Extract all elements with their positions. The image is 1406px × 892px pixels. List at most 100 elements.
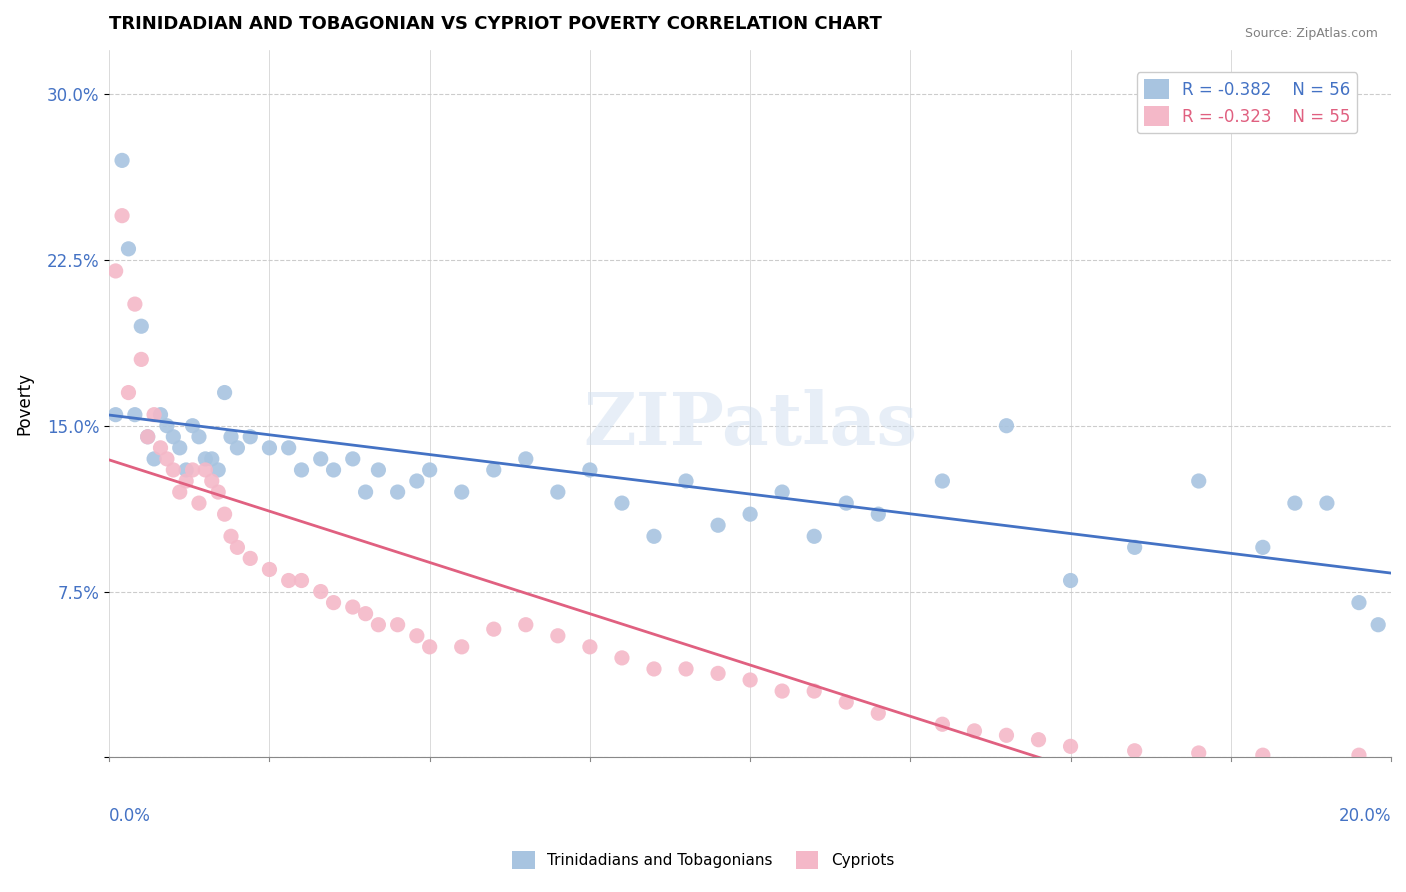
Point — [367, 617, 389, 632]
Point — [181, 463, 204, 477]
Point — [226, 441, 249, 455]
Point — [239, 430, 262, 444]
Point — [367, 463, 389, 477]
Point — [156, 418, 179, 433]
Point — [547, 629, 569, 643]
Point — [136, 430, 159, 444]
Point — [181, 418, 204, 433]
Point — [387, 617, 409, 632]
Point — [740, 507, 762, 521]
Point — [129, 319, 152, 334]
Point — [207, 463, 229, 477]
Legend: Trinidadians and Tobagonians, Cypriots: Trinidadians and Tobagonians, Cypriots — [506, 845, 900, 875]
Point — [162, 430, 184, 444]
Point — [675, 662, 697, 676]
Legend: R = -0.382    N = 56, R = -0.323    N = 55: R = -0.382 N = 56, R = -0.323 N = 55 — [1137, 72, 1357, 133]
Point — [1123, 744, 1146, 758]
Point — [931, 474, 953, 488]
Point — [111, 153, 134, 168]
Point — [136, 430, 159, 444]
Point — [1059, 739, 1081, 754]
Point — [169, 441, 191, 455]
Point — [1348, 748, 1371, 763]
Point — [1284, 496, 1306, 510]
Point — [322, 596, 344, 610]
Point — [1251, 748, 1274, 763]
Point — [309, 451, 332, 466]
Point — [194, 463, 217, 477]
Point — [515, 617, 537, 632]
Point — [156, 451, 179, 466]
Point — [770, 684, 793, 698]
Point — [419, 463, 441, 477]
Point — [1348, 596, 1371, 610]
Point — [1123, 541, 1146, 555]
Point — [579, 640, 602, 654]
Point — [174, 463, 197, 477]
Point — [111, 209, 134, 223]
Point — [214, 385, 236, 400]
Point — [387, 485, 409, 500]
Point — [309, 584, 332, 599]
Point — [995, 728, 1018, 742]
Point — [143, 451, 166, 466]
Point — [226, 541, 249, 555]
Point — [835, 496, 858, 510]
Text: TRINIDADIAN AND TOBAGONIAN VS CYPRIOT POVERTY CORRELATION CHART: TRINIDADIAN AND TOBAGONIAN VS CYPRIOT PO… — [110, 15, 882, 33]
Point — [675, 474, 697, 488]
Point — [129, 352, 152, 367]
Point — [1028, 732, 1050, 747]
Point — [803, 529, 825, 543]
Text: Source: ZipAtlas.com: Source: ZipAtlas.com — [1244, 27, 1378, 40]
Point — [277, 574, 299, 588]
Point — [117, 242, 139, 256]
Point — [450, 485, 472, 500]
Point — [194, 451, 217, 466]
Point — [290, 574, 312, 588]
Point — [482, 463, 505, 477]
Point — [149, 408, 172, 422]
Point — [963, 723, 986, 738]
Text: ZIPatlas: ZIPatlas — [583, 389, 917, 460]
Point — [610, 496, 633, 510]
Text: 20.0%: 20.0% — [1339, 807, 1391, 825]
Point — [835, 695, 858, 709]
Point — [995, 418, 1018, 433]
Point — [1059, 574, 1081, 588]
Point — [174, 474, 197, 488]
Point — [450, 640, 472, 654]
Point — [342, 600, 364, 615]
Point — [149, 441, 172, 455]
Point — [162, 463, 184, 477]
Point — [169, 485, 191, 500]
Point — [547, 485, 569, 500]
Point — [239, 551, 262, 566]
Point — [124, 297, 146, 311]
Point — [931, 717, 953, 731]
Point — [207, 485, 229, 500]
Point — [1367, 617, 1389, 632]
Point — [290, 463, 312, 477]
Point — [482, 622, 505, 636]
Point — [201, 451, 224, 466]
Point — [322, 463, 344, 477]
Point — [188, 430, 211, 444]
Point — [770, 485, 793, 500]
Point — [219, 529, 242, 543]
Point — [354, 485, 377, 500]
Point — [1188, 474, 1211, 488]
Point — [354, 607, 377, 621]
Point — [259, 562, 281, 576]
Point — [1188, 746, 1211, 760]
Point — [143, 408, 166, 422]
Text: 0.0%: 0.0% — [110, 807, 150, 825]
Point — [707, 666, 730, 681]
Point — [117, 385, 139, 400]
Point — [803, 684, 825, 698]
Point — [405, 629, 427, 643]
Point — [419, 640, 441, 654]
Point — [342, 451, 364, 466]
Point — [707, 518, 730, 533]
Point — [1316, 496, 1339, 510]
Point — [643, 662, 665, 676]
